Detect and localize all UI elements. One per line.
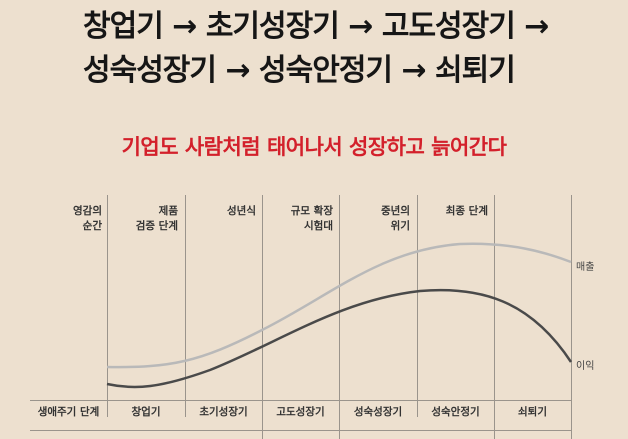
column-divider bbox=[185, 195, 186, 417]
title-line-1: 창업기 → 초기성장기 → 고도성장기 → bbox=[83, 9, 549, 44]
column-divider bbox=[494, 195, 495, 439]
revenue-curve bbox=[106, 242, 572, 369]
column-header: 성년식 bbox=[227, 205, 256, 217]
column-header: 제품 검증 단계 bbox=[135, 205, 178, 232]
column-divider bbox=[107, 195, 108, 417]
stage-label: 창업기 bbox=[131, 406, 161, 418]
subtitle: 기업도 사람처럼 태어나서 성장하고 늙어간다 bbox=[121, 135, 507, 159]
title-line-2: 성숙성장기 → 성숙안정기 → 쇠퇴기 bbox=[83, 53, 516, 88]
profit-curve bbox=[106, 288, 573, 389]
row-label: 생애주기 단계 bbox=[37, 406, 100, 418]
column-header: 중년의 위기 bbox=[381, 205, 410, 232]
column-divider bbox=[262, 195, 263, 439]
stage-label: 성숙안정기 bbox=[431, 406, 480, 418]
column-header: 영감의 순간 bbox=[73, 205, 102, 232]
profit-label: 이익 bbox=[576, 361, 595, 372]
row-divider bbox=[30, 430, 571, 431]
row-divider bbox=[30, 400, 571, 401]
column-divider bbox=[417, 195, 418, 417]
column-header: 규모 확장 시험대 bbox=[290, 205, 333, 232]
stage-label: 성숙성장기 bbox=[353, 406, 403, 418]
stage-label: 쇠퇴기 bbox=[518, 406, 547, 418]
stage-label: 초기성장기 bbox=[199, 406, 248, 418]
column-divider bbox=[571, 195, 572, 439]
column-header: 최종 단계 bbox=[445, 205, 488, 217]
stage-label: 고도성장기 bbox=[276, 406, 325, 418]
column-divider bbox=[339, 195, 340, 439]
revenue-label: 매출 bbox=[576, 262, 595, 273]
